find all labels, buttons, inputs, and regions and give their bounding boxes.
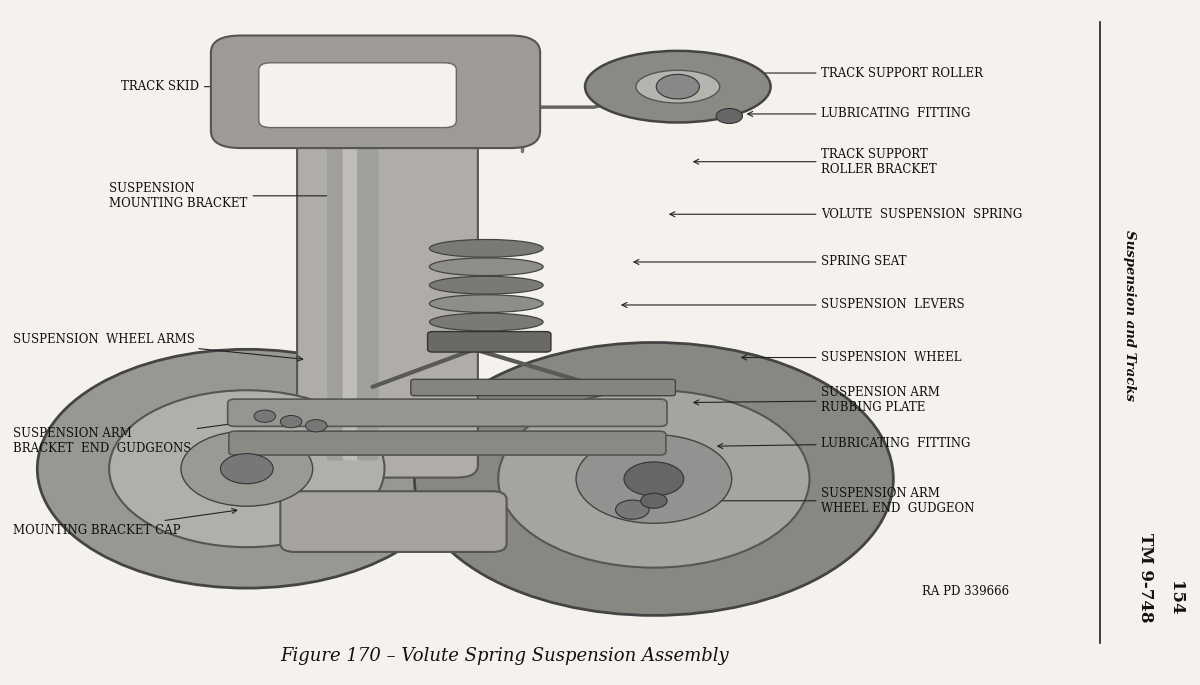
FancyBboxPatch shape xyxy=(342,101,364,460)
Circle shape xyxy=(109,390,384,547)
Text: LUBRICATING  FITTING: LUBRICATING FITTING xyxy=(718,437,971,450)
FancyBboxPatch shape xyxy=(259,63,456,127)
Circle shape xyxy=(624,462,684,496)
Ellipse shape xyxy=(586,51,770,123)
Circle shape xyxy=(306,420,328,432)
Ellipse shape xyxy=(430,240,544,258)
FancyBboxPatch shape xyxy=(410,379,676,396)
Text: 154: 154 xyxy=(1168,581,1184,616)
FancyBboxPatch shape xyxy=(427,332,551,352)
Text: VOLUTE  SUSPENSION  SPRING: VOLUTE SUSPENSION SPRING xyxy=(670,208,1022,221)
Circle shape xyxy=(254,410,276,423)
Text: Suspension and Tracks: Suspension and Tracks xyxy=(1123,229,1135,401)
FancyBboxPatch shape xyxy=(228,399,667,427)
Text: SUSPENSION  WHEEL: SUSPENSION WHEEL xyxy=(742,351,962,364)
Text: SUSPENSION ARM
RUBBING PLATE: SUSPENSION ARM RUBBING PLATE xyxy=(694,386,941,414)
Ellipse shape xyxy=(430,258,544,275)
Circle shape xyxy=(656,75,700,99)
Circle shape xyxy=(576,434,732,523)
Text: RA PD 339666: RA PD 339666 xyxy=(922,585,1009,598)
Circle shape xyxy=(221,453,274,484)
Ellipse shape xyxy=(636,71,720,103)
Text: LUBRICATING  FITTING: LUBRICATING FITTING xyxy=(748,108,971,121)
Circle shape xyxy=(414,342,893,615)
Text: SUSPENSION ARM
WHEEL END  GUDGEON: SUSPENSION ARM WHEEL END GUDGEON xyxy=(688,487,974,514)
FancyBboxPatch shape xyxy=(328,101,348,460)
Circle shape xyxy=(716,108,743,123)
Text: Figure 170 – Volute Spring Suspension Assembly: Figure 170 – Volute Spring Suspension As… xyxy=(280,647,728,665)
Circle shape xyxy=(616,500,649,519)
Text: TRACK SUPPORT ROLLER: TRACK SUPPORT ROLLER xyxy=(724,66,984,79)
FancyBboxPatch shape xyxy=(281,491,506,552)
Text: TRACK SUPPORT
ROLLER BRACKET: TRACK SUPPORT ROLLER BRACKET xyxy=(694,148,937,176)
Text: MOUNTING BRACKET CAP: MOUNTING BRACKET CAP xyxy=(13,508,236,536)
FancyBboxPatch shape xyxy=(211,36,540,148)
Circle shape xyxy=(281,416,302,427)
Ellipse shape xyxy=(430,295,544,312)
FancyBboxPatch shape xyxy=(229,431,666,455)
Ellipse shape xyxy=(430,276,544,294)
Text: SPRING SEAT: SPRING SEAT xyxy=(634,256,907,269)
Circle shape xyxy=(498,390,810,568)
Text: TRACK SKID: TRACK SKID xyxy=(121,80,326,93)
Circle shape xyxy=(181,431,313,506)
FancyBboxPatch shape xyxy=(356,101,378,460)
Ellipse shape xyxy=(430,332,544,349)
Circle shape xyxy=(37,349,456,588)
Circle shape xyxy=(641,493,667,508)
Text: SUSPENSION
MOUNTING BRACKET: SUSPENSION MOUNTING BRACKET xyxy=(109,182,338,210)
Text: SUSPENSION  LEVERS: SUSPENSION LEVERS xyxy=(622,299,965,312)
Text: SUSPENSION  WHEEL ARMS: SUSPENSION WHEEL ARMS xyxy=(13,333,302,361)
Text: TM 9-748: TM 9-748 xyxy=(1138,533,1154,623)
Ellipse shape xyxy=(430,313,544,331)
FancyBboxPatch shape xyxy=(298,78,478,477)
Text: SUSPENSION ARM
BRACKET  END  GUDGEONS: SUSPENSION ARM BRACKET END GUDGEONS xyxy=(13,420,248,456)
